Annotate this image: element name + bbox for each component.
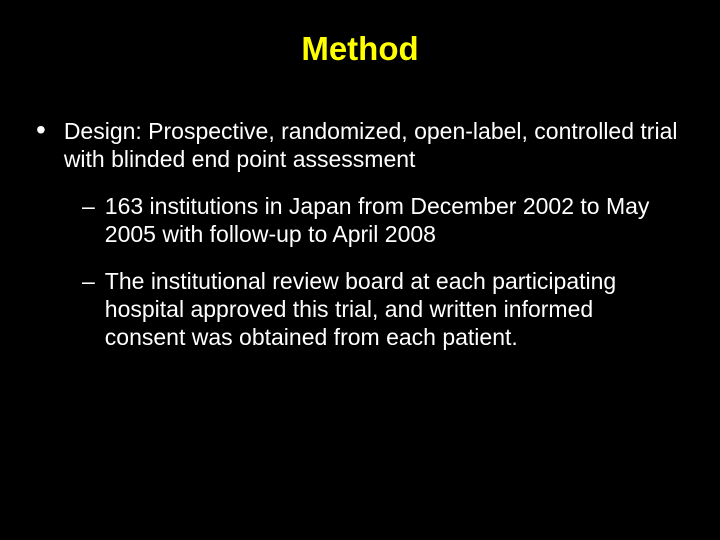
bullet-marker-dash: – bbox=[82, 193, 95, 221]
bullet-text: Design: Prospective, randomized, open-la… bbox=[64, 118, 690, 173]
bullet-level2: – The institutional review board at each… bbox=[82, 268, 690, 351]
slide-title: Method bbox=[0, 30, 720, 68]
bullet-marker-dot: • bbox=[36, 120, 46, 140]
slide-container: Method • Design: Prospective, randomized… bbox=[0, 0, 720, 540]
bullet-level1: • Design: Prospective, randomized, open-… bbox=[36, 118, 690, 173]
bullet-text: 163 institutions in Japan from December … bbox=[105, 193, 680, 248]
slide-content: • Design: Prospective, randomized, open-… bbox=[0, 118, 720, 351]
bullet-marker-dash: – bbox=[82, 268, 95, 296]
bullet-level2: – 163 institutions in Japan from Decembe… bbox=[82, 193, 690, 248]
bullet-text: The institutional review board at each p… bbox=[105, 268, 680, 351]
